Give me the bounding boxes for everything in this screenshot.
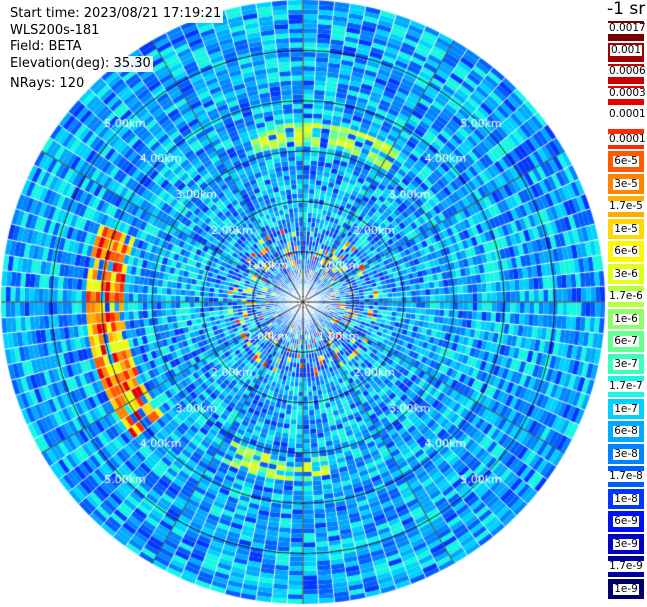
- colorbar-label: 3e-5: [613, 177, 639, 190]
- colorbar-swatch: 0.0003: [607, 84, 647, 106]
- instrument-id: WLS200s-181: [10, 22, 102, 39]
- colorbar-swatch: 1.7e-9: [607, 555, 645, 578]
- colorbar-swatch: 3e-8: [607, 442, 645, 465]
- colorbar-swatch: 1.7e-6: [607, 285, 645, 308]
- colorbar-swatch: 1.7e-5: [607, 195, 645, 218]
- colorbar-label: 0.0001: [608, 132, 647, 145]
- colorbar-swatch: 1e-5: [607, 217, 645, 240]
- colorbar-swatch: 3e-5: [607, 172, 645, 195]
- colorbar-label: 0.00017: [608, 109, 647, 120]
- colorbar-swatch: 0.0001: [607, 127, 647, 150]
- colorbar-swatch: 1e-8: [607, 487, 645, 510]
- colorbar: 0.0017 0.001 0.0006 0.0003 0.00017 0.0001 6e-5…: [607, 20, 647, 600]
- colorbar-swatch: 3e-7: [607, 352, 645, 375]
- colorbar-swatch: 3e-9: [607, 532, 645, 555]
- colorbar-label: 3e-6: [613, 267, 639, 280]
- colorbar-label: 1.7e-5: [608, 200, 644, 212]
- colorbar-label: 6e-7: [613, 335, 639, 347]
- colorbar-label: 1e-9: [613, 582, 639, 595]
- colorbar-label: 1.7e-7: [608, 380, 644, 392]
- colorbar-label: 0.001: [609, 43, 643, 56]
- colorbar-swatch: 1e-6: [607, 307, 645, 330]
- colorbar-label: 0.0006: [608, 65, 647, 77]
- colorbar-label: 6e-9: [613, 515, 639, 527]
- colorbar-swatch: 0.0017: [607, 20, 647, 42]
- colorbar-swatch: 6e-6: [607, 240, 645, 263]
- colorbar-swatch: 0.0006: [607, 63, 647, 85]
- colorbar-label: 6e-5: [613, 155, 639, 167]
- colorbar-swatch: 6e-7: [607, 330, 645, 353]
- colorbar-swatch: 1e-7: [607, 397, 645, 420]
- colorbar-label: 0.0003: [608, 86, 647, 99]
- colorbar-swatch: 0.00017: [607, 106, 647, 128]
- colorbar-swatch: 6e-5: [607, 150, 645, 173]
- colorbar-label: 0.0017: [608, 22, 647, 34]
- colorbar-label: 1e-8: [613, 492, 639, 505]
- ray-count: NRays: 120: [10, 76, 87, 93]
- scan-info: Start time: 2023/08/21 17:19:21 WLS200s-…: [10, 6, 224, 93]
- colorbar-swatch: 1.7e-7: [607, 375, 645, 398]
- ppi-plot: [0, 0, 606, 607]
- colorbar-unit: -1 sr: [607, 0, 646, 19]
- colorbar-label: 3e-9: [613, 537, 639, 550]
- colorbar-swatch: 6e-8: [607, 420, 645, 443]
- colorbar-swatch: 1e-9: [607, 577, 645, 600]
- colorbar-label: 6e-6: [613, 245, 639, 257]
- colorbar-label: 1e-7: [613, 402, 639, 415]
- colorbar-swatch: 3e-6: [607, 262, 645, 285]
- colorbar-swatch: 1.7e-8: [607, 465, 645, 488]
- elevation: Elevation(deg): 35.30: [10, 55, 153, 72]
- start-time: Start time: 2023/08/21 17:19:21: [10, 6, 224, 23]
- colorbar-swatch: 0.001: [607, 41, 645, 63]
- colorbar-label: 1.7e-9: [608, 560, 644, 572]
- colorbar-label: 1.7e-8: [608, 470, 644, 482]
- colorbar-label: 1e-6: [613, 312, 639, 325]
- colorbar-label: 1.7e-6: [608, 290, 644, 302]
- colorbar-label: 3e-8: [613, 447, 639, 460]
- colorbar-swatch: 6e-9: [607, 510, 645, 533]
- colorbar-label: 3e-7: [613, 357, 639, 370]
- field-name: Field: BETA: [10, 39, 84, 56]
- colorbar-label: 6e-8: [613, 425, 639, 437]
- colorbar-label: 1e-5: [613, 222, 639, 235]
